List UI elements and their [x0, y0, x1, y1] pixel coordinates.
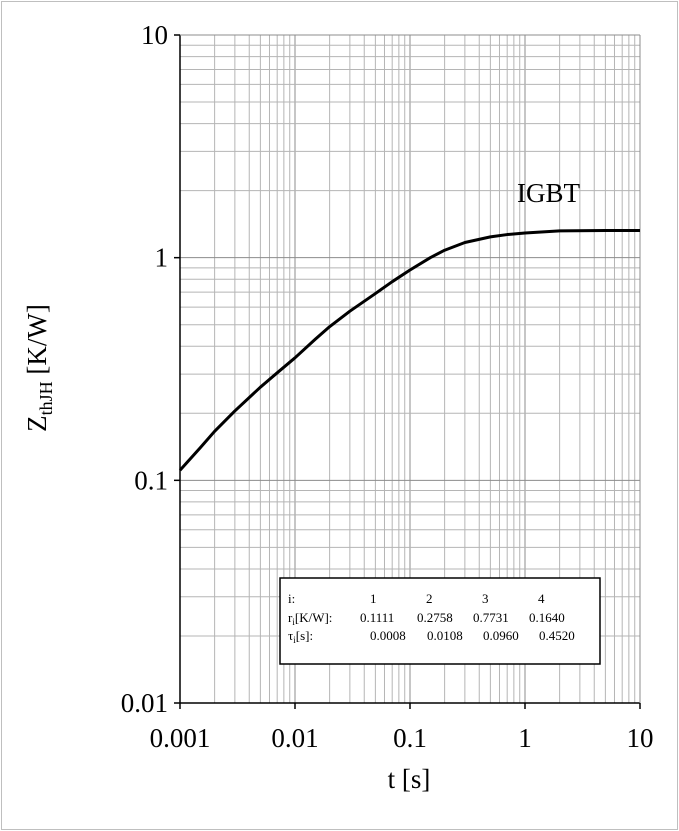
table-row-r-value-3: 0.7731 — [473, 610, 509, 625]
table-row-r-label: ri[K/W]: — [288, 610, 332, 627]
x-tick-label: 10 — [627, 723, 654, 753]
series-group — [178, 228, 641, 472]
table-row-r-value-2: 0.2758 — [417, 610, 453, 625]
x-tick-labels: 0.001 0.01 0.1 1 10 — [150, 703, 654, 753]
y-axis-title: ZthJH [K/W] — [22, 304, 56, 432]
x-tick-label: 1 — [518, 723, 532, 753]
table-row-tau-value-4: 0.4520 — [539, 628, 575, 643]
x-axis-title: t [s] — [388, 764, 431, 794]
x-tick-label: 0.001 — [150, 723, 211, 753]
table-row-tau-value-1: 0.0008 — [370, 628, 406, 643]
table-header-1: 1 — [370, 591, 377, 606]
table-row-r-value-1: 0.1111 — [360, 610, 394, 625]
table-header-4: 4 — [538, 591, 545, 606]
thermal-parameters-table: i: 1 2 3 4 ri[K/W]: 0.1111 0.2758 0.7731… — [279, 577, 601, 665]
table-row-tau-label: τi[s]: — [288, 628, 313, 645]
y-tick-label: 0.1 — [134, 465, 168, 495]
y-tick-label: 1 — [155, 243, 169, 273]
series-line-igbt — [178, 228, 641, 472]
table-header-3: 3 — [482, 591, 489, 606]
y-tick-label: 10 — [141, 20, 168, 50]
y-tick-label: 0.01 — [121, 688, 168, 718]
table-header-2: 2 — [426, 591, 433, 606]
table-row-r-value-4: 0.1640 — [529, 610, 565, 625]
table-row-tau-value-3: 0.0960 — [483, 628, 519, 643]
x-tick-label: 0.1 — [393, 723, 427, 753]
x-tick-label: 0.01 — [271, 723, 318, 753]
y-tick-labels: 10 1 0.1 0.01 — [121, 20, 180, 718]
igbt-annotation: IGBT — [517, 178, 580, 208]
table-header-label: i: — [288, 591, 295, 606]
table-row-tau-value-2: 0.0108 — [427, 628, 463, 643]
table-box — [279, 577, 601, 665]
